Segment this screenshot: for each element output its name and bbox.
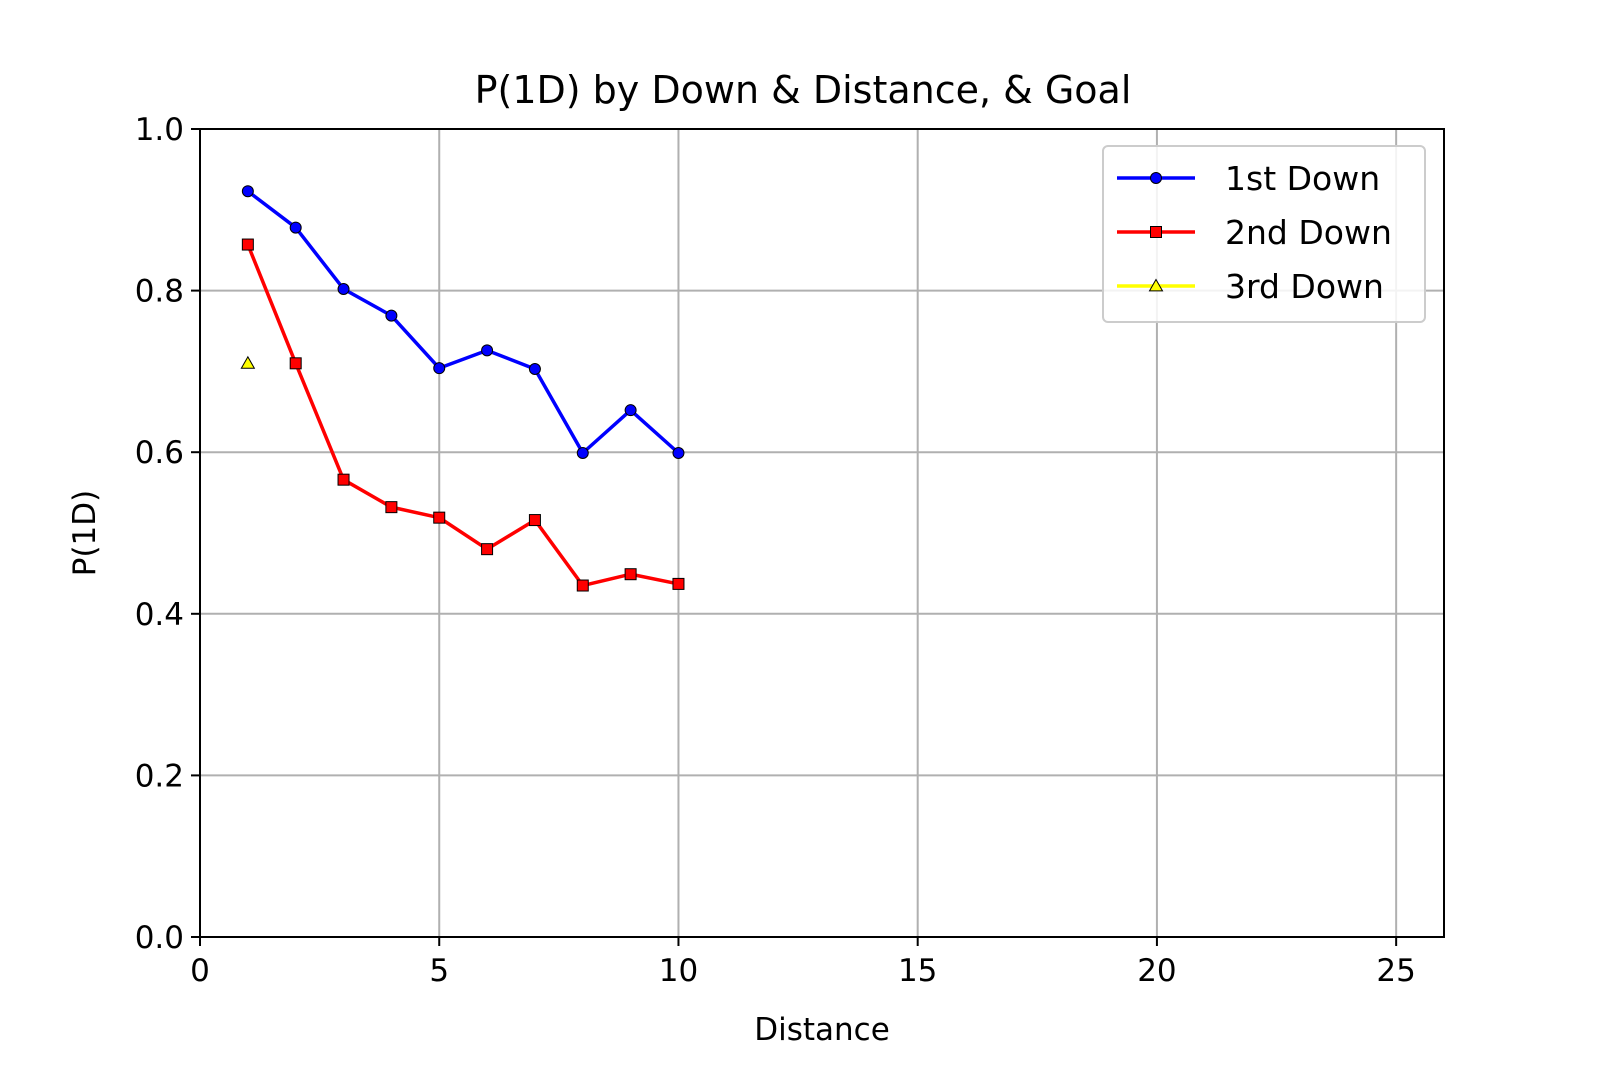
data-point	[241, 238, 254, 251]
data-point	[433, 511, 446, 524]
data-point	[385, 501, 398, 514]
legend-marker	[1150, 172, 1162, 184]
legend-item: 2nd Down	[1117, 213, 1392, 252]
data-point	[385, 309, 398, 322]
data-point	[528, 514, 541, 527]
plot-frame	[199, 128, 1445, 938]
x-tick-label: 0	[190, 953, 210, 989]
data-point	[337, 473, 350, 486]
series-1	[241, 185, 685, 460]
x-tick-label: 10	[659, 953, 698, 989]
y-tick-label: 0.2	[135, 758, 184, 794]
data-point	[672, 447, 685, 460]
y-tick-label: 0.6	[135, 435, 184, 471]
legend-marker	[1148, 278, 1164, 292]
data-point	[624, 568, 637, 581]
series-2	[241, 238, 685, 592]
x-tick-label: 15	[898, 953, 937, 989]
legend-item: 1st Down	[1117, 159, 1380, 198]
series-layer	[240, 185, 685, 592]
y-tick-label: 1.0	[135, 112, 184, 148]
data-point	[672, 577, 685, 590]
legend-label: 3rd Down	[1225, 267, 1384, 306]
data-point	[624, 404, 637, 417]
legend-item: 3rd Down	[1117, 267, 1384, 306]
x-axis-label: Distance	[754, 1012, 890, 1048]
series-line	[246, 243, 679, 588]
legend-box	[1102, 145, 1426, 323]
legend-marker	[1150, 226, 1162, 238]
y-tick-label: 0.0	[135, 920, 184, 956]
y-tick-label: 0.8	[135, 274, 184, 310]
data-point	[433, 362, 446, 375]
x-tick-label: 20	[1137, 953, 1176, 989]
y-tick-label: 0.4	[135, 597, 184, 633]
data-point	[241, 185, 254, 198]
data-point	[289, 357, 302, 370]
data-point	[528, 362, 541, 375]
legend-label: 1st Down	[1225, 159, 1380, 198]
series-3	[240, 355, 256, 369]
y-axis-label: P(1D)	[67, 490, 103, 576]
data-point	[481, 344, 494, 357]
legend-label: 2nd Down	[1225, 213, 1392, 252]
data-point	[576, 447, 589, 460]
data-point	[481, 543, 494, 556]
chart-title: P(1D) by Down & Distance, & Goal	[475, 68, 1132, 112]
series-line	[246, 189, 680, 455]
x-tick-label: 5	[429, 953, 449, 989]
data-point	[240, 355, 256, 369]
legend: 1st Down 2nd Down 3rd Down	[1102, 145, 1426, 323]
data-point	[337, 282, 350, 295]
data-point	[576, 579, 589, 592]
x-tick-label: 25	[1376, 953, 1415, 989]
axes-layer: 0 5 10 15 20 25 0.0 0.2 0.4 0.6 0.8 1.0	[135, 112, 1416, 989]
data-point	[289, 221, 302, 234]
